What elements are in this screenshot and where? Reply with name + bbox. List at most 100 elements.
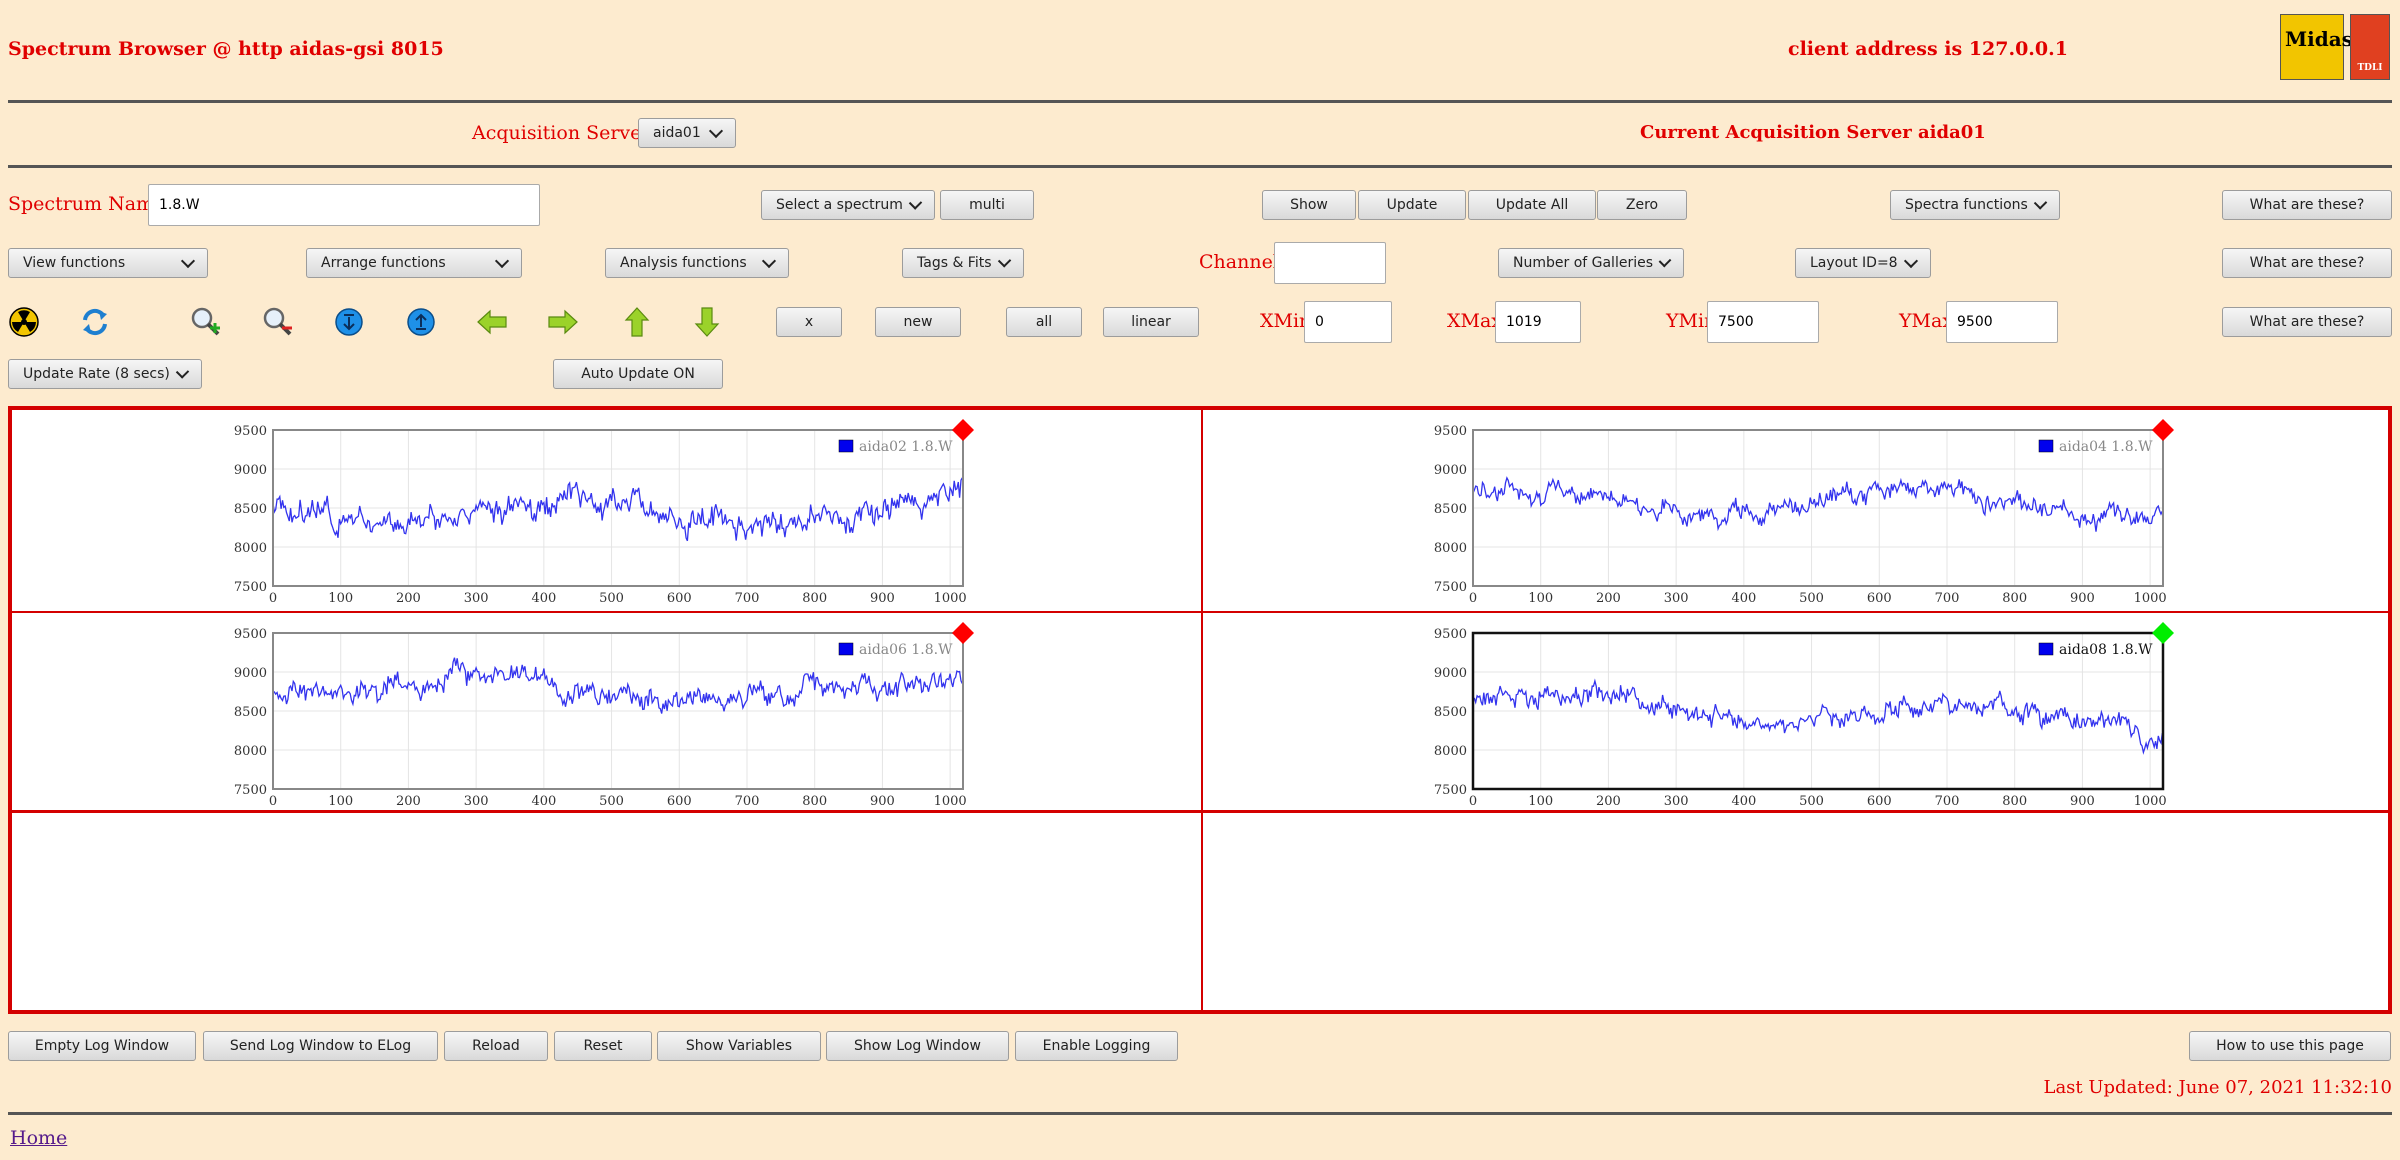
analysis-functions-dropdown[interactable]: Analysis functions [605, 248, 789, 278]
spectrum-line [1472, 476, 2163, 532]
update-rate-label: Update Rate (8 secs) [23, 366, 170, 382]
gallery-cell-3[interactable]: 0 100 200 300 400 500 600 700 800 900 1000 7500 8000… [11, 612, 1202, 811]
chevron-down-icon [1658, 254, 1672, 267]
gallery-cell-4[interactable]: 0 100 200 300 400 500 600 700 800 900 1000 7500 8000… [1202, 612, 2389, 811]
acq-server-select[interactable]: aida01 [638, 118, 736, 148]
linear-button[interactable]: linear [1103, 307, 1199, 337]
number-of-galleries-dropdown[interactable]: Number of Galleries [1498, 248, 1684, 278]
view-functions-label: View functions [23, 255, 126, 271]
legend-swatch [838, 439, 854, 453]
select-spectrum-dropdown[interactable]: Select a spectrum [761, 190, 935, 220]
gallery-cell-5[interactable] [11, 811, 1202, 1011]
show-log-window-button[interactable]: Show Log Window [826, 1031, 1009, 1061]
x-tick-label: 300 [464, 794, 489, 809]
arrange-functions-dropdown[interactable]: Arrange functions [306, 248, 522, 278]
x-tick-label: 1000 [934, 794, 967, 809]
arrow-down-icon[interactable] [690, 305, 724, 339]
all-button[interactable]: all [1006, 307, 1082, 337]
empty-log-button[interactable]: Empty Log Window [8, 1031, 196, 1061]
gallery-cell-2[interactable]: 0 100 200 300 400 500 600 700 800 900 1000 7500 8000… [1202, 409, 2389, 612]
update-rate-dropdown[interactable]: Update Rate (8 secs) [8, 359, 202, 389]
new-button[interactable]: new [875, 307, 961, 337]
x-tick-label: 200 [1596, 794, 1621, 809]
ymax-input[interactable]: 9500 [1946, 301, 2058, 343]
spectrum-chart-aida04[interactable]: 0 100 200 300 400 500 600 700 800 900 1000 7500 8000… [1203, 410, 2390, 613]
y-tick-label: 8000 [234, 744, 267, 759]
ymin-label: YMin [1666, 310, 1717, 332]
spectra-functions-dropdown[interactable]: Spectra functions [1890, 190, 2060, 220]
view-functions-dropdown[interactable]: View functions [8, 248, 208, 278]
update-all-button[interactable]: Update All [1468, 190, 1596, 220]
reload-button[interactable]: Reload [444, 1031, 548, 1061]
zoom-out-icon[interactable] [261, 305, 295, 339]
client-address: client address is 127.0.0.1 [1788, 38, 2068, 60]
how-to-use-button[interactable]: How to use this page [2189, 1031, 2391, 1061]
chevron-down-icon [761, 253, 777, 268]
status-diamond-icon[interactable] [952, 419, 974, 441]
channel-label: Channel: [1199, 251, 1286, 273]
chevron-down-icon [2033, 195, 2048, 210]
home-link[interactable]: Home [10, 1127, 68, 1149]
expand-down-icon[interactable] [332, 305, 366, 339]
spectrum-chart-aida08[interactable]: 0 100 200 300 400 500 600 700 800 900 1000 7500 8000… [1203, 613, 2390, 812]
tdli-logo-text: TDLI [2357, 63, 2383, 73]
x-tick-label: 100 [1528, 794, 1553, 809]
spectrum-name-input[interactable]: 1.8.W [148, 184, 540, 226]
send-log-button[interactable]: Send Log Window to ELog [203, 1031, 438, 1061]
legend-label: aida04 1.8.W [2059, 439, 2153, 455]
layout-id-dropdown[interactable]: Layout ID=8 [1795, 248, 1931, 278]
show-button[interactable]: Show [1262, 190, 1356, 220]
arrow-right-icon[interactable] [546, 305, 580, 339]
what-are-these-button-1[interactable]: What are these? [2222, 190, 2392, 220]
gallery-cell-1[interactable]: 0 100 200 300 400 500 600 700 800 900 1000 7500 8000… [11, 409, 1202, 612]
arrow-left-icon[interactable] [475, 305, 509, 339]
multi-button[interactable]: multi [940, 190, 1034, 220]
channel-input[interactable] [1274, 242, 1386, 284]
enable-logging-button[interactable]: Enable Logging [1015, 1031, 1178, 1061]
x-tick-label: 900 [870, 794, 895, 809]
x-tick-label: 400 [1731, 591, 1756, 606]
chevron-down-icon [1903, 253, 1919, 268]
x-tick-label: 100 [328, 794, 353, 809]
x-tick-label: 700 [1935, 794, 1960, 809]
x-tick-label: 900 [870, 591, 895, 606]
what-are-these-button-3[interactable]: What are these? [2222, 307, 2392, 337]
x-tick-label: 1000 [934, 591, 967, 606]
legend-swatch [2038, 439, 2054, 453]
radiation-icon[interactable] [7, 305, 41, 339]
x-tick-label: 700 [1935, 591, 1960, 606]
x-tick-label: 600 [667, 591, 692, 606]
refresh-icon[interactable] [78, 305, 112, 339]
status-diamond-icon[interactable] [2152, 622, 2174, 644]
xmin-input[interactable]: 0 [1304, 301, 1392, 343]
update-button[interactable]: Update [1358, 190, 1466, 220]
tags-fits-dropdown[interactable]: Tags & Fits [902, 248, 1024, 278]
what-are-these-button-2[interactable]: What are these? [2222, 248, 2392, 278]
ymin-input[interactable]: 7500 [1707, 301, 1819, 343]
auto-update-button[interactable]: Auto Update ON [553, 359, 723, 389]
show-variables-button[interactable]: Show Variables [657, 1031, 821, 1061]
plot-frame [272, 429, 964, 587]
y-tick-label: 7500 [1434, 580, 1467, 595]
current-acq-server: Current Acquisition Server aida01 [1640, 122, 1986, 143]
chevron-down-icon [908, 195, 923, 210]
reset-button[interactable]: Reset [554, 1031, 652, 1061]
status-diamond-icon[interactable] [2152, 419, 2174, 441]
spectrum-chart-aida02[interactable]: 0 100 200 300 400 500 600 700 800 900 1000 7500 8000… [12, 410, 1203, 613]
select-spectrum-label: Select a spectrum [776, 197, 903, 213]
arrow-up-icon[interactable] [620, 305, 654, 339]
spectrum-line [1472, 678, 2163, 755]
x-button[interactable]: x [776, 307, 842, 337]
gallery-cell-6[interactable] [1202, 811, 2389, 1011]
status-diamond-icon[interactable] [952, 622, 974, 644]
layout-id-label: Layout ID=8 [1810, 255, 1898, 271]
expand-up-icon[interactable] [404, 305, 438, 339]
tags-fits-label: Tags & Fits [917, 255, 992, 271]
legend-label: aida02 1.8.W [859, 439, 953, 455]
spectrum-chart-aida06[interactable]: 0 100 200 300 400 500 600 700 800 900 1000 7500 8000… [12, 613, 1203, 812]
chevron-down-icon [494, 253, 510, 268]
xmax-input[interactable]: 1019 [1495, 301, 1581, 343]
x-tick-label: 400 [531, 794, 556, 809]
zero-button[interactable]: Zero [1597, 190, 1687, 220]
zoom-in-icon[interactable] [189, 305, 223, 339]
